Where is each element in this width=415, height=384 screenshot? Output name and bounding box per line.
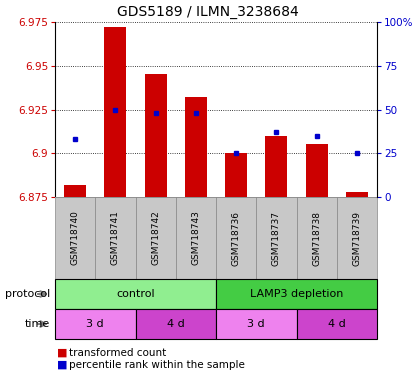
Text: GSM718738: GSM718738 (312, 210, 321, 265)
Bar (95, 197, 136, 279)
Bar (337, 197, 377, 279)
Bar (136, 197, 176, 279)
Text: 4 d: 4 d (167, 319, 185, 329)
Bar (216, 309, 296, 339)
Bar (216, 197, 256, 279)
Text: GSM718741: GSM718741 (111, 210, 120, 265)
Text: GSM718739: GSM718739 (352, 210, 361, 265)
Bar (55, 279, 216, 309)
Bar (216, 279, 377, 309)
Text: GSM718736: GSM718736 (232, 210, 241, 265)
Bar (144, 74, 167, 197)
Text: ■: ■ (57, 360, 68, 370)
Text: GSM718743: GSM718743 (191, 210, 200, 265)
Text: GSM718740: GSM718740 (71, 210, 80, 265)
Bar (64, 185, 86, 197)
Bar (176, 197, 216, 279)
Text: GDS5189 / ILMN_3238684: GDS5189 / ILMN_3238684 (117, 5, 298, 19)
Text: control: control (116, 289, 155, 299)
Text: GSM718742: GSM718742 (151, 211, 160, 265)
Text: time: time (25, 319, 50, 329)
Bar (55, 309, 136, 339)
Bar (136, 309, 216, 339)
Text: ■: ■ (57, 348, 68, 358)
Text: GSM718737: GSM718737 (272, 210, 281, 265)
Bar (185, 97, 207, 197)
Bar (296, 197, 337, 279)
Text: transformed count: transformed count (69, 348, 166, 358)
Text: 4 d: 4 d (328, 319, 346, 329)
Text: 3 d: 3 d (86, 319, 104, 329)
Text: LAMP3 depletion: LAMP3 depletion (250, 289, 343, 299)
Bar (346, 192, 368, 197)
Text: percentile rank within the sample: percentile rank within the sample (69, 360, 245, 370)
Bar (55, 197, 95, 279)
Bar (256, 197, 296, 279)
Text: 3 d: 3 d (247, 319, 265, 329)
Bar (104, 27, 127, 197)
Bar (305, 144, 328, 197)
Bar (296, 309, 377, 339)
Bar (265, 136, 288, 197)
Bar (225, 153, 247, 197)
Text: protocol: protocol (5, 289, 50, 299)
